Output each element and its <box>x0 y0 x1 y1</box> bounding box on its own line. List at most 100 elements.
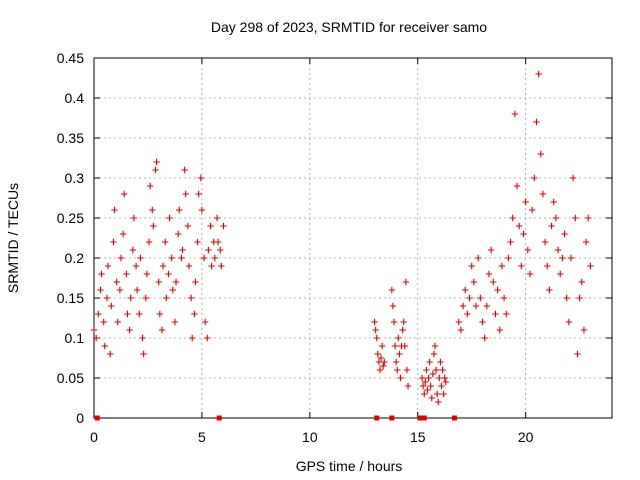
data-point <box>119 230 127 238</box>
data-point <box>483 302 491 310</box>
data-point <box>378 342 386 350</box>
data-point <box>124 310 131 318</box>
data-point <box>431 342 439 350</box>
data-point <box>184 222 192 230</box>
data-points <box>90 70 594 406</box>
data-point <box>515 222 523 230</box>
data-point <box>168 254 175 262</box>
data-point <box>474 254 482 262</box>
data-point <box>136 310 143 318</box>
data-point <box>132 262 140 270</box>
data-point <box>372 326 379 334</box>
x-axis-label: GPS time / hours <box>296 458 403 474</box>
data-point <box>400 318 407 326</box>
data-point <box>381 358 388 366</box>
data-point <box>207 222 214 230</box>
data-point <box>145 238 153 246</box>
data-point <box>550 198 557 206</box>
data-point <box>201 318 209 326</box>
data-point <box>172 278 180 286</box>
data-point <box>437 358 444 366</box>
data-point <box>181 166 188 174</box>
data-point <box>442 378 450 386</box>
data-point <box>192 278 199 286</box>
data-point <box>418 374 426 382</box>
data-point <box>537 150 544 158</box>
data-point <box>111 206 118 214</box>
zero-markers <box>94 415 457 421</box>
y-tick-label: 0.05 <box>57 370 84 386</box>
y-tick-label: 0.35 <box>57 130 84 146</box>
data-point <box>98 270 105 278</box>
data-point <box>92 334 100 342</box>
data-point <box>150 222 157 230</box>
data-point <box>116 286 124 294</box>
data-point <box>395 334 402 342</box>
data-point <box>498 262 506 270</box>
data-point <box>392 358 400 366</box>
data-point <box>165 270 172 278</box>
zero-marker <box>421 415 427 421</box>
data-point <box>490 278 497 286</box>
data-point <box>561 230 568 238</box>
data-point <box>394 366 401 374</box>
data-point <box>162 238 169 246</box>
data-point <box>505 254 512 262</box>
data-point <box>524 246 532 254</box>
data-point <box>404 382 412 390</box>
data-point <box>110 238 117 246</box>
data-point <box>126 326 133 334</box>
data-point <box>546 286 553 294</box>
data-point <box>522 198 529 206</box>
data-point <box>477 294 484 302</box>
zero-marker <box>417 415 423 421</box>
data-point <box>464 310 471 318</box>
data-point <box>396 350 403 358</box>
data-point <box>388 286 396 294</box>
data-point <box>159 262 167 270</box>
data-point <box>211 254 219 262</box>
data-point <box>440 390 447 398</box>
data-point <box>428 394 435 402</box>
data-point <box>466 294 473 302</box>
data-point <box>375 358 383 366</box>
data-point <box>397 374 404 382</box>
data-point <box>152 166 159 174</box>
data-point <box>158 326 166 334</box>
data-point <box>539 190 547 198</box>
y-tick-label: 0.2 <box>65 250 85 266</box>
data-point <box>195 190 202 198</box>
data-point <box>554 246 562 254</box>
data-point <box>426 358 433 366</box>
data-point <box>468 262 475 270</box>
data-point <box>496 326 503 334</box>
data-point <box>178 254 185 262</box>
data-point <box>114 318 121 326</box>
data-point <box>520 230 527 238</box>
data-point <box>422 378 429 386</box>
y-tick-label: 0.3 <box>65 170 85 186</box>
zero-marker <box>389 415 395 421</box>
data-point <box>580 326 588 334</box>
x-tick-label: 5 <box>198 429 206 445</box>
data-point <box>531 174 538 182</box>
data-point <box>582 238 590 246</box>
y-tick-label: 0.45 <box>57 50 84 66</box>
data-point <box>425 374 432 382</box>
y-tick-label: 0.1 <box>65 330 85 346</box>
data-point <box>585 214 592 222</box>
zero-marker <box>94 415 100 421</box>
data-point <box>578 278 585 286</box>
data-point <box>137 254 144 262</box>
data-point <box>133 286 141 294</box>
data-point <box>179 246 186 254</box>
data-point <box>526 270 534 278</box>
data-point <box>487 246 495 254</box>
data-point <box>139 334 146 342</box>
data-point <box>121 190 128 198</box>
data-point <box>373 334 380 342</box>
x-tick-label: 10 <box>302 429 318 445</box>
data-point <box>587 262 594 270</box>
data-point <box>548 222 555 230</box>
